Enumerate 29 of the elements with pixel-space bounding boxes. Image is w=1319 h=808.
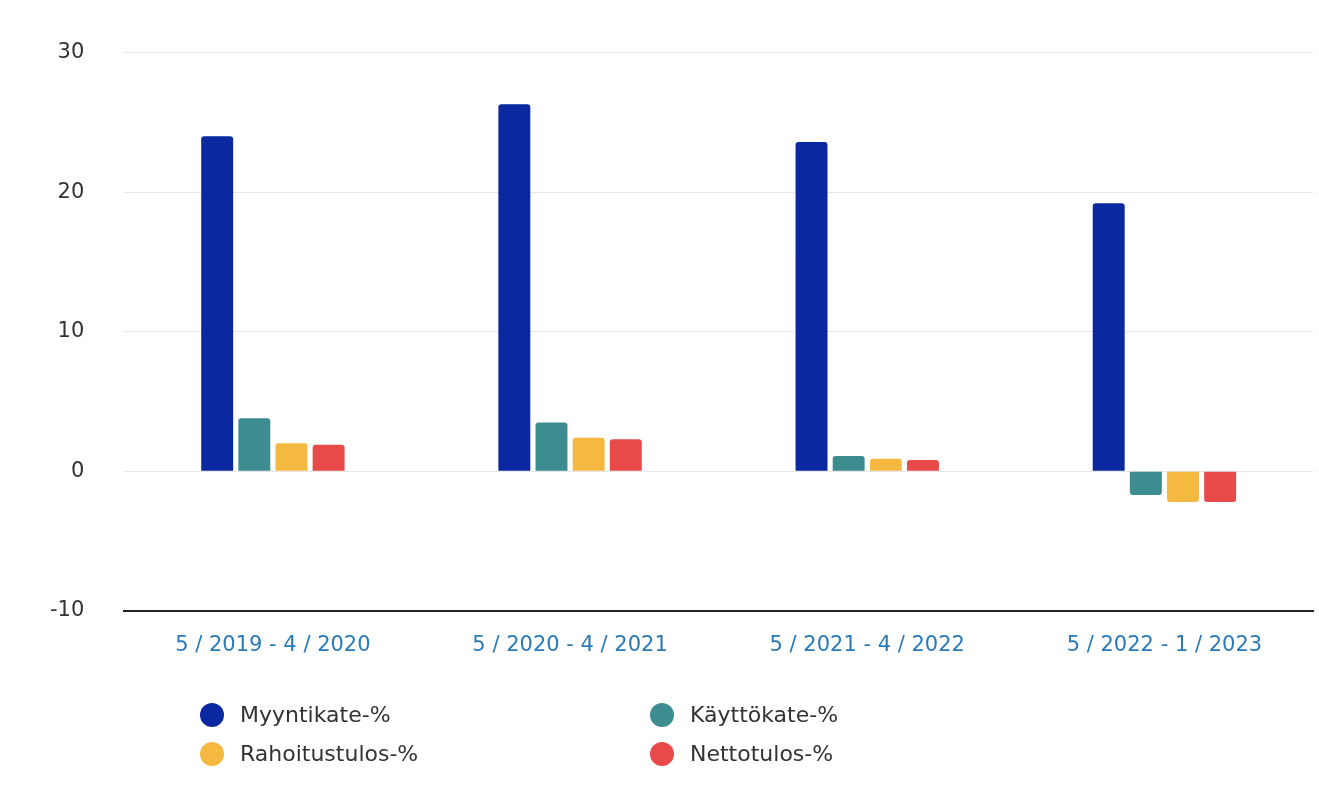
- y-tick-label: 30: [57, 39, 85, 64]
- bar: [572, 437, 605, 471]
- legend-label: Nettotulos-%: [689, 741, 835, 766]
- legend-label: Käyttökate-%: [689, 702, 840, 727]
- y-tick-label: 0: [70, 457, 85, 482]
- x-tick-label: 5 / 2019 - 4 / 2020: [175, 631, 371, 656]
- y-tick-label: -10: [49, 597, 85, 622]
- bar: [609, 439, 642, 471]
- bar: [869, 458, 902, 471]
- bar: [795, 141, 828, 471]
- x-tick-label: 5 / 2021 - 4 / 2022: [769, 631, 965, 656]
- bar: [1092, 203, 1125, 471]
- bar: [1204, 471, 1237, 502]
- bar: [201, 136, 234, 471]
- bar: [275, 443, 308, 471]
- bar: [498, 104, 531, 471]
- legend-label: Rahoitustulos-%: [239, 741, 420, 766]
- bar: [535, 422, 568, 471]
- y-tick-label: 10: [57, 318, 85, 343]
- y-tick-label: 20: [57, 178, 85, 203]
- bar: [832, 455, 865, 471]
- bar: [1129, 471, 1162, 495]
- bar: [1167, 471, 1199, 502]
- x-tick-label: 5 / 2020 - 4 / 2021: [472, 631, 668, 656]
- bar: [238, 418, 271, 471]
- legend-label: Myyntikate-%: [239, 702, 392, 727]
- x-tick-label: 5 / 2022 - 1 / 2023: [1066, 631, 1263, 656]
- bar: [312, 444, 345, 471]
- bar: [906, 460, 939, 471]
